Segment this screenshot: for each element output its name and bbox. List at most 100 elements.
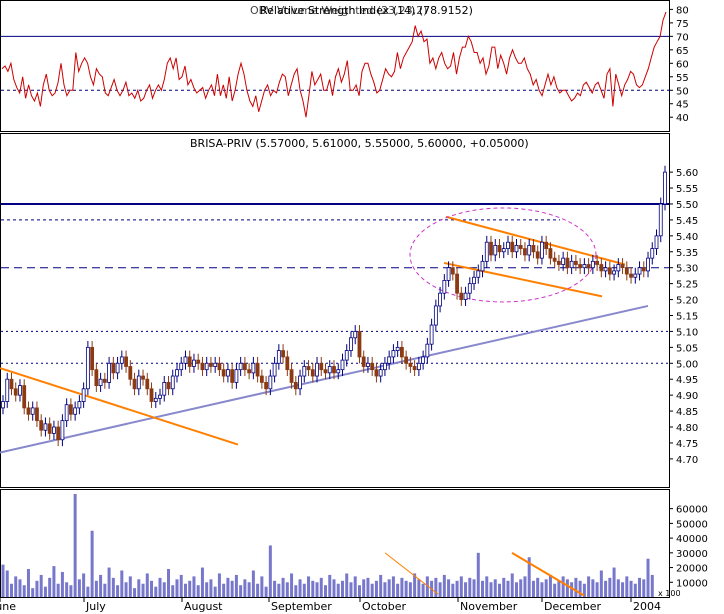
month-label: October — [362, 600, 406, 613]
volume-bar — [124, 582, 128, 597]
volume-bar — [128, 576, 132, 597]
volume-bar — [374, 580, 378, 597]
volume-bar — [56, 583, 60, 597]
candle-body — [276, 350, 281, 364]
candle-body — [327, 366, 332, 374]
candle-body — [213, 362, 218, 367]
candle-body — [217, 362, 222, 371]
candle-body — [68, 404, 73, 415]
volume-bar — [425, 576, 429, 597]
price-tick-label: 5.35 — [676, 248, 698, 259]
volume-tick-label: 10000 — [676, 578, 708, 589]
volume-bar — [154, 586, 158, 597]
volume-bar — [498, 583, 501, 597]
candle-body — [234, 369, 239, 383]
candle-body — [323, 369, 328, 374]
volume-unit-label: x 100 — [658, 589, 681, 598]
candle-body — [641, 267, 646, 272]
candle-body — [603, 267, 608, 272]
candle-body — [425, 343, 430, 358]
candle-body — [187, 356, 192, 367]
volume-bar — [290, 573, 294, 597]
support-trendline — [0, 304, 649, 454]
candle-body — [582, 264, 587, 269]
candle-body — [136, 375, 141, 390]
rsi-tick-label: 60 — [676, 59, 689, 70]
candle-body — [523, 248, 527, 256]
candle-body — [374, 369, 379, 377]
volume-bar — [268, 545, 272, 597]
candle-body — [552, 257, 557, 262]
volume-tick-label: 40000 — [676, 534, 708, 545]
candle-body — [489, 241, 493, 256]
channel-upper-line — [445, 215, 626, 266]
price-panel-frame — [0, 133, 670, 488]
candle-body — [5, 378, 10, 402]
candle-body — [578, 264, 583, 269]
month-label: August — [184, 600, 223, 613]
volume-bar — [587, 576, 591, 597]
volume-tick-label: 20000 — [676, 564, 708, 575]
volume-bar — [455, 580, 459, 597]
price-tick-label: 5.45 — [676, 216, 698, 227]
candle-body — [654, 235, 659, 249]
price-tick-label: 5.10 — [676, 327, 698, 338]
candle-body — [81, 388, 86, 402]
volume-bar — [141, 583, 145, 597]
candle-body — [306, 366, 311, 371]
candle-body — [242, 362, 247, 371]
rsi-tick-label: 65 — [676, 46, 689, 57]
candle-body — [658, 203, 663, 237]
candle-body — [378, 369, 383, 377]
volume-bar — [273, 580, 277, 597]
rsi-tick-label: 75 — [676, 19, 689, 30]
month-label: September — [271, 600, 332, 613]
candle-body — [268, 375, 273, 390]
candle-body — [548, 248, 553, 259]
price-title: BRISA-PRIV (5.57000, 5.61000, 5.55000, 5… — [190, 137, 529, 150]
rsi-tick-label: 80 — [676, 5, 689, 16]
volume-bar — [145, 573, 149, 597]
candle-body — [39, 420, 44, 431]
volume-bar — [451, 583, 455, 597]
volume-bar — [332, 579, 336, 597]
volume-bar — [217, 573, 221, 597]
volume-bar — [281, 577, 285, 597]
candle-body — [595, 260, 600, 265]
candle-body — [319, 362, 324, 371]
candle-body — [361, 356, 366, 367]
candle-body — [450, 267, 455, 275]
candle-body — [18, 385, 22, 396]
volume-bar — [604, 580, 608, 597]
volume-bar — [234, 574, 238, 597]
candle-body — [204, 362, 209, 371]
month-label: 2004 — [633, 600, 661, 613]
candle-body — [238, 362, 243, 371]
rsi-tick-label: 55 — [676, 73, 689, 84]
candle-body — [179, 362, 184, 371]
candle-body — [586, 264, 591, 269]
candle-body — [629, 273, 633, 278]
rsi-tick-label: 40 — [676, 113, 689, 124]
rsi-title: Relative Strength Index (14) (78.9152) — [260, 4, 473, 17]
candle-body — [459, 292, 464, 300]
volume-bar — [519, 579, 523, 597]
volume-tick-label: 60000 — [676, 505, 708, 516]
volume-bar — [82, 573, 86, 597]
volume-bar — [120, 570, 124, 597]
volume-bar — [14, 576, 18, 597]
candle-body — [170, 375, 175, 390]
volume-bar — [582, 583, 586, 597]
volume-bar — [468, 577, 472, 597]
volume-bar — [205, 582, 209, 597]
price-tick-label: 5.30 — [676, 264, 698, 275]
candle-body — [175, 369, 179, 377]
volume-bar — [447, 579, 451, 597]
candle-body — [310, 369, 315, 377]
volume-bar — [621, 582, 625, 597]
volume-bar — [578, 580, 582, 597]
volume-bar — [434, 577, 438, 597]
candle-body — [484, 241, 489, 262]
candle-body — [52, 426, 56, 434]
volume-tick-label: 30000 — [676, 549, 708, 560]
